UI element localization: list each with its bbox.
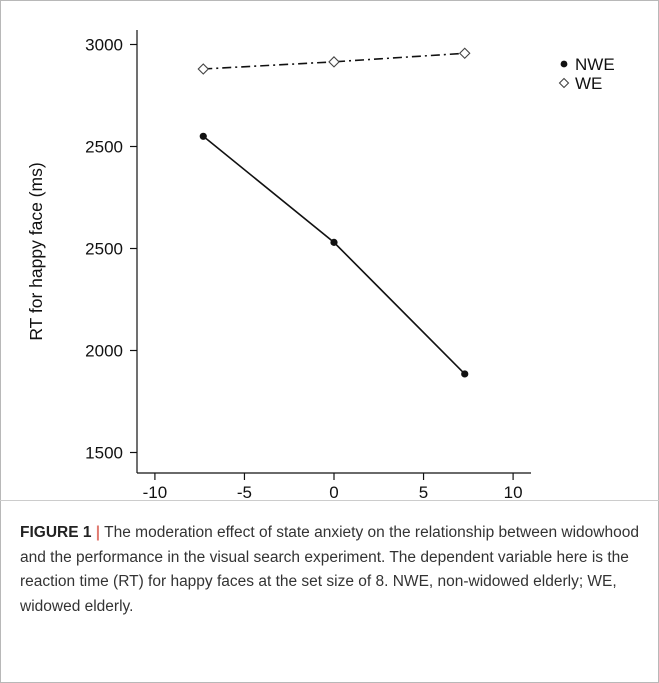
y-axis-label: RT for happy face (ms) <box>26 162 46 340</box>
caption-divider <box>0 500 659 501</box>
y-tick-label: 2000 <box>85 342 123 361</box>
data-point-nwe <box>199 132 207 140</box>
figure-caption: FIGURE 1 | The moderation effect of stat… <box>20 521 640 619</box>
data-point-we <box>197 63 210 75</box>
data-point-we <box>458 47 471 60</box>
legend-label-we: WE <box>575 74 602 93</box>
legend-marker-we <box>558 77 570 89</box>
y-tick-label: 1500 <box>85 444 123 463</box>
legend-marker-nwe <box>560 60 568 68</box>
series-line-nwe <box>202 135 466 375</box>
data-point-nwe <box>461 370 469 378</box>
y-tick-label: 3000 <box>85 36 123 55</box>
caption-separator: | <box>95 524 101 541</box>
caption-text: The moderation effect of state anxiety o… <box>20 524 639 615</box>
x-tick-label: -5 <box>237 483 252 500</box>
x-tick-label: 10 <box>504 483 523 500</box>
legend-label-nwe: NWE <box>575 55 615 74</box>
x-tick-label: 0 <box>329 483 338 500</box>
chart: 30002500250020001500-10-50510State-anxie… <box>26 30 615 500</box>
caption-label: FIGURE 1 <box>20 524 92 541</box>
data-point-nwe <box>330 238 338 246</box>
x-tick-label: -10 <box>143 483 168 500</box>
y-tick-label: 2500 <box>85 138 123 157</box>
y-tick-label: 2500 <box>85 240 123 259</box>
data-point-we <box>328 56 340 68</box>
x-tick-label: 5 <box>419 483 428 500</box>
series-line-we <box>203 52 465 70</box>
